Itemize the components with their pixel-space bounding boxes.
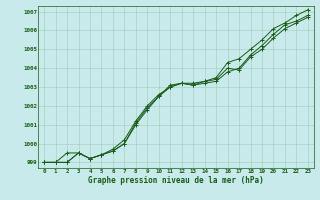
X-axis label: Graphe pression niveau de la mer (hPa): Graphe pression niveau de la mer (hPa) — [88, 176, 264, 185]
